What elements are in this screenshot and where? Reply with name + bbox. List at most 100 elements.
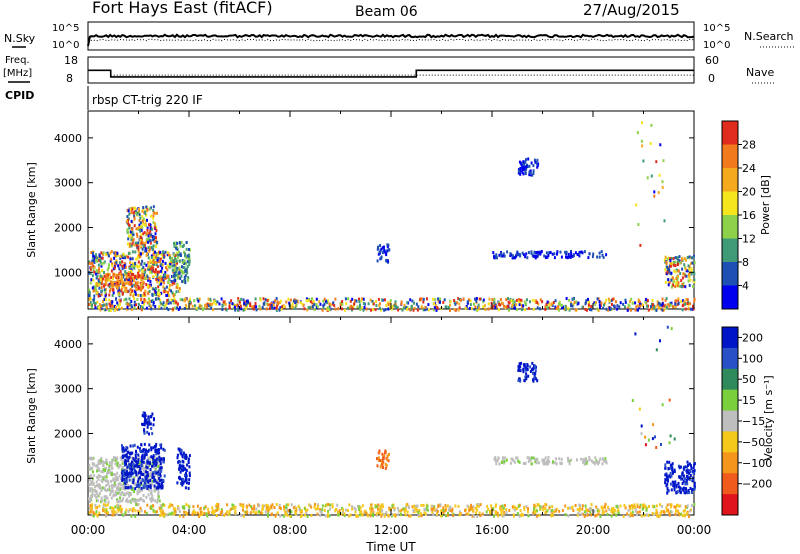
scatter-cell [674,264,677,267]
scatter-cell [137,293,140,297]
scatter-cell [242,508,244,512]
scatter-cell [176,255,179,259]
scatter-cell [287,297,290,301]
scatter-cell [175,253,178,257]
scatter-cell [305,511,308,515]
scatter-cell [521,170,524,174]
scatter-cell [670,257,673,261]
colorbar-segment [722,347,738,370]
scatter-cell [196,511,199,515]
scatter-cell [564,308,567,312]
scatter-cell [275,308,278,312]
scatter-cell [120,278,123,282]
scatter-cell [142,486,145,490]
scatter-cell [678,485,680,489]
scatter-cell [552,301,555,304]
scatter-cell [148,457,151,461]
scatter-cell [147,284,149,288]
scatter-cell [402,507,405,511]
scatter-cell [135,281,138,285]
scatter-cell [667,256,670,260]
scatter-cell [155,465,157,469]
scatter-cell [666,265,669,269]
scatter-cell [240,513,243,517]
colorbar-tick-label: 28 [742,139,756,152]
scatter-cell [110,269,113,273]
scatter-cell [100,456,103,460]
scatter-cell [179,277,182,280]
scatter-cell [519,369,522,373]
scatter-cell [436,306,439,310]
scatter-cell [522,253,525,257]
scatter-cell [424,512,427,516]
scatter-cell [421,306,424,310]
scatter-cell [133,471,136,475]
scatter-cell [111,293,114,297]
scatter-cell [522,304,525,308]
scatter-cell [154,470,157,474]
scatter-cell [285,300,288,304]
scatter-cell [489,509,491,513]
scatter-cell [683,273,686,276]
scatter-cell [175,270,178,274]
scatter-cell [105,298,107,302]
scatter-cell [97,279,100,283]
scatter-cell [116,254,119,258]
scatter-cell [153,239,156,243]
scatter-cell [519,365,522,369]
scatter-cell [150,505,153,509]
scatter-cell [149,304,152,308]
scatter-cell [139,216,142,220]
scatter-cell [132,462,135,466]
scatter-cell [623,503,626,507]
scatter-cell [123,298,126,302]
scatter-cell [676,256,679,260]
scatter-cell [102,303,105,307]
scatter-cell [105,475,108,479]
scatter-cell [358,305,361,309]
scatter-cell [627,303,630,307]
scatter-cell [693,462,696,466]
scatter-cell [141,477,144,481]
scatter-cell [240,307,243,311]
scatter-cell [93,474,96,478]
scatter-cell [126,472,129,476]
scatter-cell [683,514,686,518]
scatter-cell [391,305,394,309]
scatter-cell [154,271,157,274]
scatter-cell [97,294,100,298]
scatter-cell [525,302,528,306]
scatter-cell [144,462,147,466]
scatter-cell [356,305,359,309]
scatter-cell [160,457,163,461]
scatter-cell [181,479,184,483]
scatter-cell [682,466,685,470]
scatter-cell [141,209,144,213]
scatter-cell [598,255,601,259]
scatter-cell [556,250,559,254]
scatter-cell [396,506,399,510]
scatter-cell [193,509,195,513]
scatter-cell [679,491,682,494]
scatter-cell [669,482,672,486]
scatter-cell [156,471,159,475]
scatter-cell [92,511,95,515]
scatter-cell [688,477,691,481]
scatter-cell [130,244,133,248]
scatter-cell [641,121,643,125]
scatter-cell [174,299,177,303]
scatter-cell [282,514,285,518]
scatter-cell [156,500,159,504]
scatter-cell [177,506,180,510]
scatter-cell [148,443,151,447]
scatter-cell [162,514,165,518]
scatter-cell [351,505,354,509]
scatter-cell [676,503,678,507]
scatter-cell [154,288,157,292]
scatter-cell [140,462,143,466]
scatter-cell [188,478,191,482]
scatter-cell [149,265,152,269]
scatter-cell [601,462,604,466]
scatter-cell [155,263,158,267]
scatter-cell [677,481,680,485]
